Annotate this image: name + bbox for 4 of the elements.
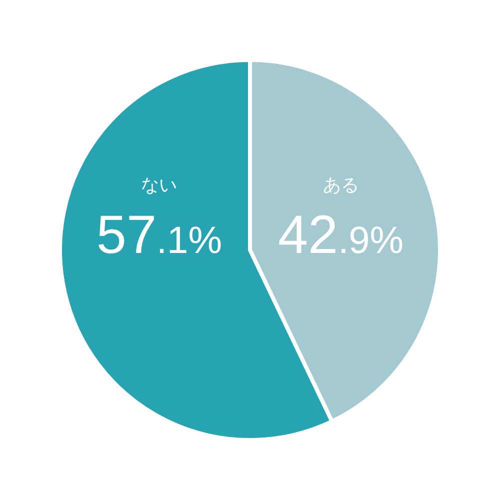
slice-label: ない	[141, 175, 178, 195]
data-label: 42.9%	[278, 205, 404, 265]
data-label: 57.1%	[96, 205, 222, 265]
slice-label: ある	[322, 175, 359, 195]
